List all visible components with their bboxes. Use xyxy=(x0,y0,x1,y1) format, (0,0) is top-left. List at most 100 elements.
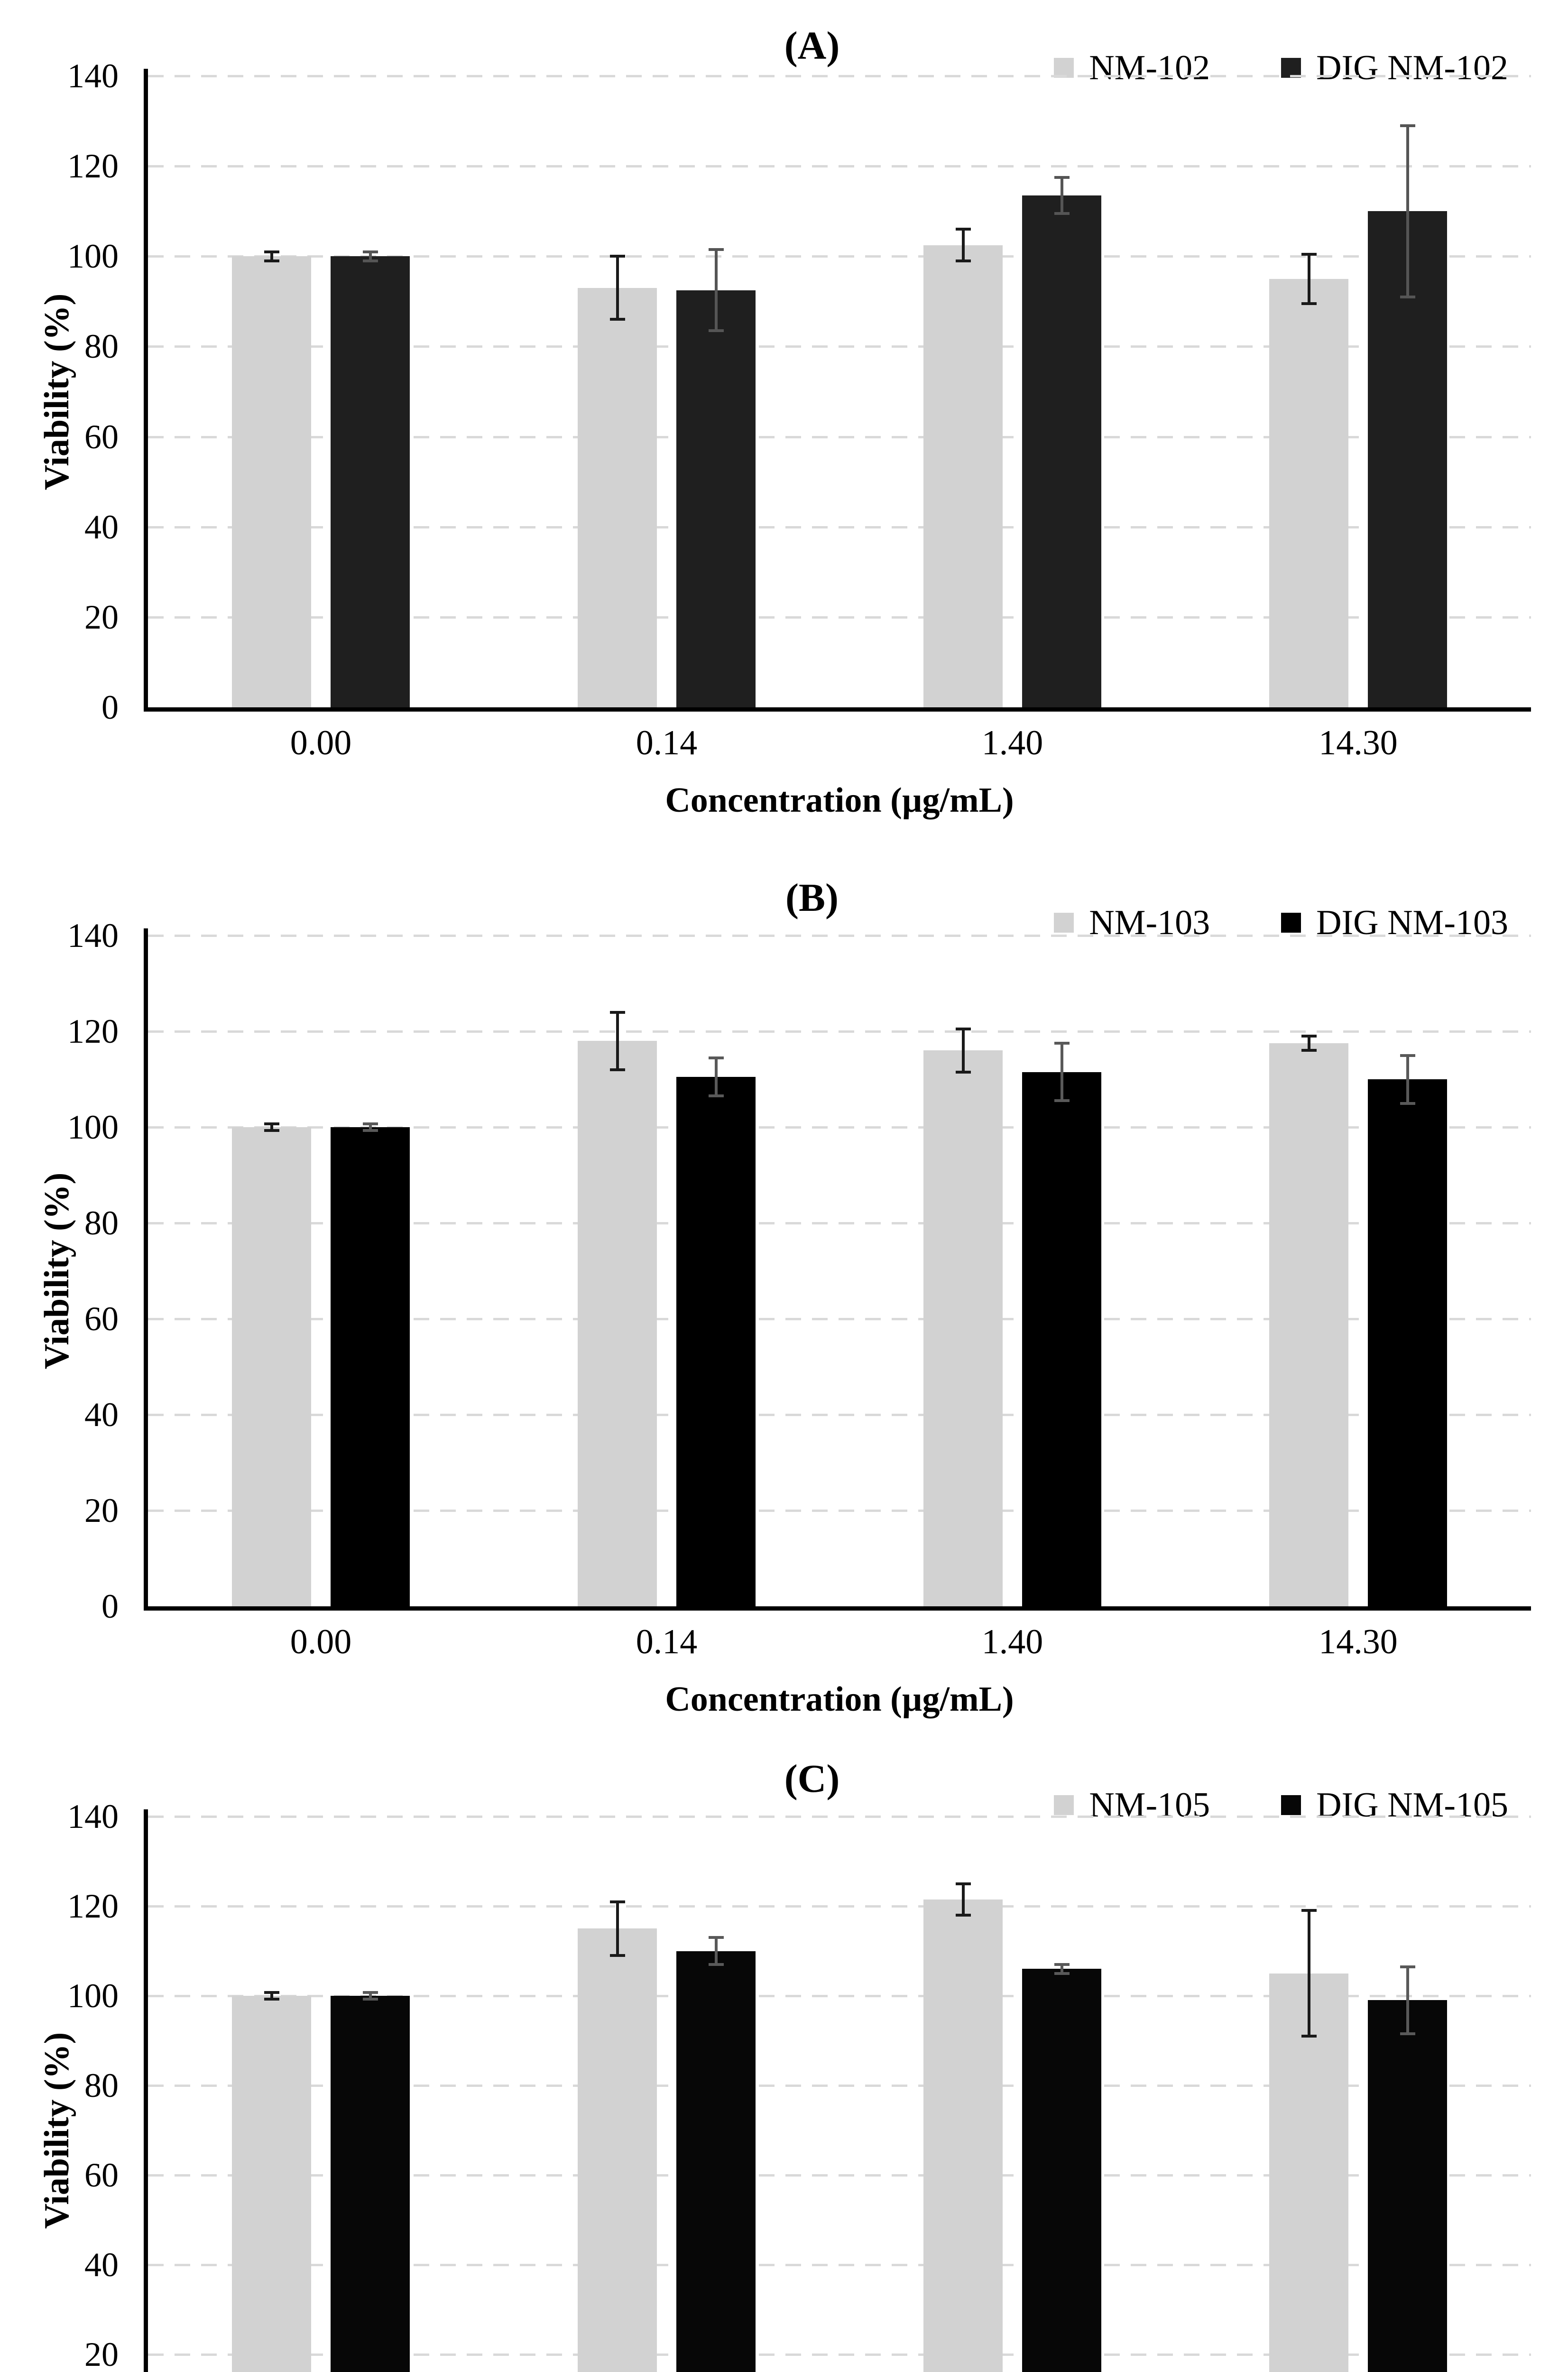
error-bar xyxy=(270,1992,273,1999)
gridline-40 xyxy=(148,526,1531,528)
error-bar xyxy=(714,1937,718,1964)
error-bar-cap xyxy=(955,1027,971,1030)
legend-label: NM-105 xyxy=(1089,1786,1210,1825)
plot-area xyxy=(144,69,1531,712)
legend-label: DIG NM-103 xyxy=(1316,903,1508,942)
bar-nm-102 xyxy=(923,245,1003,707)
x-axis-line xyxy=(144,1606,1531,1611)
error-bar-cap xyxy=(708,1056,724,1059)
y-tick-label: 120 xyxy=(67,1012,119,1050)
error-bar xyxy=(616,1901,619,1955)
legend-label: DIG NM-105 xyxy=(1316,1786,1508,1825)
error-bar xyxy=(1060,1964,1063,1974)
x-tick-label: 1.40 xyxy=(981,1622,1043,1661)
gridline-60 xyxy=(148,1318,1531,1320)
gridline-100 xyxy=(148,255,1531,258)
error-bar xyxy=(1307,254,1310,304)
error-bar-cap xyxy=(264,1129,279,1132)
legend-swatch-light xyxy=(1054,1795,1074,1815)
error-bar-cap xyxy=(609,1954,625,1957)
x-tick-label: 0.14 xyxy=(636,723,698,762)
gridline-120 xyxy=(148,1030,1531,1033)
bar-nm-102 xyxy=(578,287,657,707)
y-tick-label: 80 xyxy=(84,1204,119,1242)
gridline-100 xyxy=(148,1995,1531,1997)
y-tick-label: 0 xyxy=(101,1587,119,1625)
legend-item: NM-102 xyxy=(1054,49,1210,86)
bar-dig-nm-102 xyxy=(1022,195,1101,707)
error-bar xyxy=(714,250,718,331)
error-bar xyxy=(1060,177,1063,213)
gridline-40 xyxy=(148,1414,1531,1416)
x-axis-title: Concentration (µg/mL) xyxy=(665,781,1014,820)
gridline-20 xyxy=(148,1510,1531,1512)
error-bar-cap xyxy=(609,318,625,321)
bar-dig-nm-105 xyxy=(1368,2000,1447,2372)
error-bar xyxy=(270,251,273,261)
x-tick-label: 1.40 xyxy=(981,723,1043,762)
error-bar-cap xyxy=(1301,1035,1317,1038)
legend-label: NM-103 xyxy=(1089,903,1210,942)
panel-a-title: (A) xyxy=(784,24,840,68)
legend-swatch-dark xyxy=(1281,58,1301,78)
gridline-140 xyxy=(148,1816,1531,1818)
bar-dig-nm-105 xyxy=(676,1951,756,2372)
gridline-40 xyxy=(148,2264,1531,2266)
y-tick-label: 20 xyxy=(84,598,119,636)
error-bar xyxy=(714,1057,718,1096)
y-tick-label: 20 xyxy=(84,2335,119,2372)
error-bar-cap xyxy=(955,1913,971,1917)
error-bar-cap xyxy=(264,1991,279,1994)
y-tick-label: 40 xyxy=(84,508,119,546)
error-bar-cap xyxy=(955,259,971,262)
bar-nm-103 xyxy=(578,1041,657,1606)
error-bar xyxy=(961,229,965,261)
error-bar xyxy=(1406,125,1409,297)
error-bar xyxy=(270,1123,273,1131)
legend-swatch-light xyxy=(1054,913,1074,933)
panel-c-title: (C) xyxy=(784,1757,840,1801)
error-bar-cap xyxy=(609,1900,625,1903)
error-bar-cap xyxy=(362,1129,378,1132)
y-axis-title: Viability (%) xyxy=(37,293,76,490)
error-bar-cap xyxy=(362,1997,378,2001)
error-bar-cap xyxy=(1301,2035,1317,2038)
legend-swatch-light xyxy=(1054,58,1074,78)
y-axis-line xyxy=(144,928,148,1611)
error-bar-cap xyxy=(1400,295,1415,298)
bar-dig-nm-105 xyxy=(1022,1969,1101,2372)
y-tick-label: 40 xyxy=(84,2246,119,2284)
error-bar xyxy=(616,1012,619,1070)
error-bar-cap xyxy=(609,1010,625,1014)
y-tick-label: 120 xyxy=(67,1887,119,1925)
y-tick-label: 100 xyxy=(67,237,119,276)
error-bar-cap xyxy=(1400,2032,1415,2036)
error-bar-cap xyxy=(955,1882,971,1885)
legend-label: DIG NM-102 xyxy=(1316,48,1508,87)
gridline-60 xyxy=(148,435,1531,438)
error-bar-cap xyxy=(1301,1909,1317,1912)
y-axis-line xyxy=(144,69,148,712)
error-bar-cap xyxy=(1400,124,1415,127)
bar-dig-nm-105 xyxy=(331,1996,410,2372)
error-bar-cap xyxy=(264,1122,279,1125)
error-bar xyxy=(369,1992,372,1999)
gridline-120 xyxy=(148,1905,1531,1908)
legend-item: NM-105 xyxy=(1054,1787,1210,1824)
y-tick-label: 120 xyxy=(67,147,119,185)
legend-label: NM-102 xyxy=(1089,48,1210,87)
error-bar xyxy=(1406,1966,1409,2034)
error-bar-cap xyxy=(1054,212,1070,215)
gridline-80 xyxy=(148,345,1531,348)
error-bar xyxy=(616,256,619,320)
legend-swatch-dark xyxy=(1281,913,1301,933)
y-tick-label: 20 xyxy=(84,1492,119,1529)
x-tick-label: 14.30 xyxy=(1319,723,1398,762)
error-bar-cap xyxy=(1054,1042,1070,1045)
x-tick-label: 0.00 xyxy=(290,723,352,762)
panel-b-title: (B) xyxy=(785,876,839,920)
y-tick-label: 60 xyxy=(84,417,119,456)
